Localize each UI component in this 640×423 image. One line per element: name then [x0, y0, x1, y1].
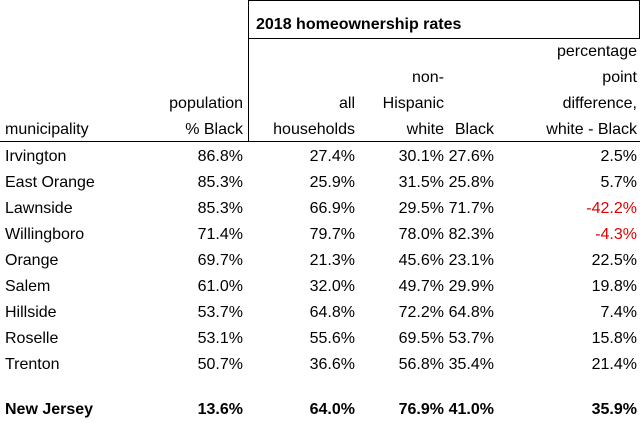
cell-value: 21.3% [309, 252, 355, 269]
column-header: households [273, 121, 355, 138]
cell-value: -42.2% [586, 200, 637, 217]
border [248, 38, 640, 39]
row-label: Irvington [5, 148, 67, 165]
cell-value: 78.0% [398, 226, 444, 243]
row-label: Orange [5, 252, 59, 269]
row-label: Lawnside [5, 200, 73, 217]
cell-value: 64.8% [448, 304, 494, 321]
cell-value: 53.7% [197, 304, 243, 321]
row-label: Trenton [5, 356, 60, 373]
total-label: New Jersey [5, 401, 94, 418]
border [248, 0, 640, 1]
cell-value: 15.8% [591, 330, 637, 347]
row-label: Roselle [5, 330, 59, 347]
cell-value: 2.5% [600, 148, 637, 165]
cell-value: 21.4% [591, 356, 637, 373]
cell-value: 72.2% [398, 304, 444, 321]
cell-value: 55.6% [309, 330, 355, 347]
cell-value: 19.8% [591, 278, 637, 295]
cell-value: 86.8% [197, 148, 243, 165]
cell-value: 29.5% [398, 200, 444, 217]
cell-value: 53.1% [197, 330, 243, 347]
cell-value: 27.6% [448, 148, 494, 165]
cell-value: 35.4% [448, 356, 494, 373]
row-label: Salem [5, 278, 51, 295]
border [0, 141, 640, 142]
cell-value: 85.3% [197, 200, 243, 217]
row-label: Willingboro [5, 226, 85, 243]
column-header: point [602, 69, 637, 86]
total-value: 64.0% [309, 401, 355, 418]
cell-value: 71.7% [448, 200, 494, 217]
cell-value: 23.1% [448, 252, 494, 269]
cell-value: 66.9% [309, 200, 355, 217]
column-header: white - Black [546, 121, 637, 138]
total-value: 35.9% [591, 401, 637, 418]
cell-value: 82.3% [448, 226, 494, 243]
cell-value: 50.7% [197, 356, 243, 373]
cell-value: 25.9% [309, 174, 355, 191]
column-header: population [169, 95, 243, 112]
cell-value: 36.6% [309, 356, 355, 373]
cell-value: 49.7% [398, 278, 444, 295]
cell-value: 56.8% [398, 356, 444, 373]
total-value: 41.0% [448, 401, 494, 418]
column-header: all [338, 95, 355, 112]
cell-value: 85.3% [197, 174, 243, 191]
column-header: difference, [562, 95, 637, 112]
column-header: Black [454, 121, 494, 138]
cell-value: -4.3% [595, 226, 637, 243]
row-label: Hillside [5, 304, 57, 321]
column-header: percentage [556, 43, 637, 60]
header-group: 2018 homeownership rates [256, 16, 462, 33]
cell-value: 29.9% [448, 278, 494, 295]
cell-value: 30.1% [398, 148, 444, 165]
total-value: 76.9% [398, 401, 444, 418]
column-header: % Black [185, 121, 243, 138]
row-label: East Orange [5, 174, 95, 191]
cell-value: 32.0% [309, 278, 355, 295]
cell-value: 79.7% [309, 226, 355, 243]
cell-value: 5.7% [600, 174, 637, 191]
cell-value: 69.5% [398, 330, 444, 347]
cell-value: 31.5% [398, 174, 444, 191]
cell-value: 7.4% [600, 304, 637, 321]
cell-value: 69.7% [197, 252, 243, 269]
column-header: Hispanic [382, 95, 444, 112]
cell-value: 53.7% [448, 330, 494, 347]
column-header: white [406, 121, 444, 138]
total-value: 13.6% [197, 401, 243, 418]
column-header: non- [411, 69, 444, 86]
cell-value: 25.8% [448, 174, 494, 191]
cell-value: 27.4% [309, 148, 355, 165]
border [248, 0, 249, 141]
cell-value: 61.0% [197, 278, 243, 295]
cell-value: 45.6% [398, 252, 444, 269]
cell-value: 71.4% [197, 226, 243, 243]
column-header: municipality [5, 121, 89, 138]
cell-value: 22.5% [591, 252, 637, 269]
cell-value: 64.8% [309, 304, 355, 321]
